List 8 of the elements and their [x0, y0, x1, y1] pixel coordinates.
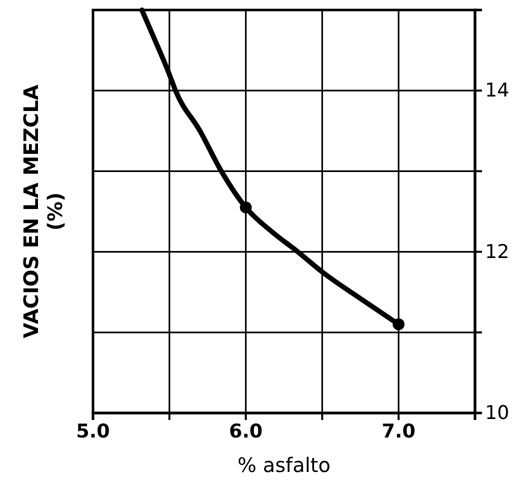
y-tick-label: 12: [485, 240, 510, 263]
x-tick-label: 5.0: [76, 420, 110, 442]
y-tick-label: 10: [485, 402, 510, 424]
y-axis-title: VACIOS EN LA MEZCLA (%): [19, 84, 67, 338]
y-tick-label: 14: [485, 80, 510, 102]
x-tick-label: 7.0: [382, 420, 416, 442]
x-axis-title: % asfalto: [238, 453, 330, 477]
x-tick-label: 6.0: [228, 420, 263, 442]
